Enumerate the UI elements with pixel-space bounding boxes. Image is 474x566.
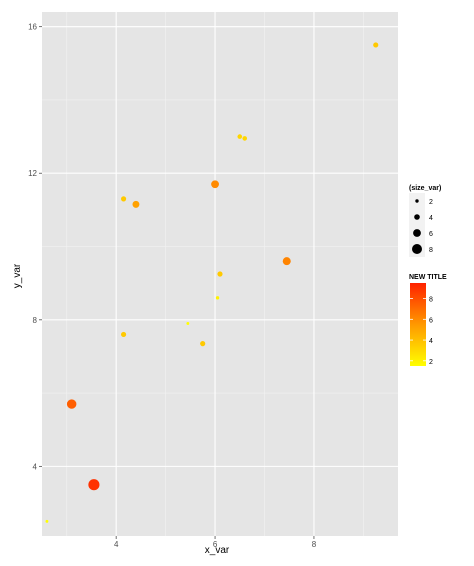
data-point (121, 196, 127, 202)
size-legend: (size_var) 2 4 6 8 (409, 185, 441, 257)
size-legend-key (414, 214, 420, 220)
color-legend-title: NEW TITLE (409, 274, 447, 281)
x-axis-title: x_var (205, 545, 230, 556)
y-axis-ticks: 4 8 12 16 (28, 23, 42, 471)
color-legend-label: 4 (429, 338, 433, 345)
data-point (373, 42, 379, 48)
data-point (282, 257, 291, 266)
y-tick-label: 16 (28, 23, 37, 32)
data-point (217, 271, 223, 277)
data-point (88, 479, 100, 491)
size-legend-label: 4 (429, 215, 433, 222)
x-axis-ticks: 4 6 8 (114, 536, 317, 549)
color-legend-label: 6 (429, 317, 433, 324)
data-point (132, 200, 140, 208)
data-point (121, 331, 127, 338)
y-axis-title: y_var (12, 263, 23, 288)
y-tick-label: 4 (33, 462, 38, 471)
data-point (211, 180, 219, 189)
data-point (237, 134, 243, 139)
x-tick-label: 4 (114, 540, 119, 549)
y-tick-label: 12 (28, 169, 37, 178)
y-tick-label: 8 (33, 316, 38, 325)
x-tick-label: 6 (213, 540, 218, 549)
data-point (45, 519, 49, 523)
data-point (186, 322, 190, 325)
data-point (215, 296, 220, 300)
major-gridlines (42, 12, 398, 536)
size-legend-key (412, 244, 422, 254)
minor-gridlines (42, 12, 398, 536)
data-point (242, 136, 248, 141)
data-points (45, 42, 379, 523)
x-tick-label: 8 (312, 540, 317, 549)
size-legend-label: 8 (429, 247, 433, 254)
data-point (66, 399, 77, 409)
size-legend-label: 6 (429, 231, 433, 238)
color-legend-label: 8 (429, 297, 433, 304)
color-legend: NEW TITLE 2 4 6 8 (409, 274, 447, 366)
data-point (200, 341, 206, 347)
size-legend-label: 2 (429, 199, 433, 206)
color-legend-label: 2 (429, 359, 433, 366)
size-legend-key (413, 229, 421, 237)
size-legend-title: (size_var) (409, 185, 441, 192)
color-legend-bar (410, 283, 426, 366)
size-legend-key (415, 199, 419, 203)
